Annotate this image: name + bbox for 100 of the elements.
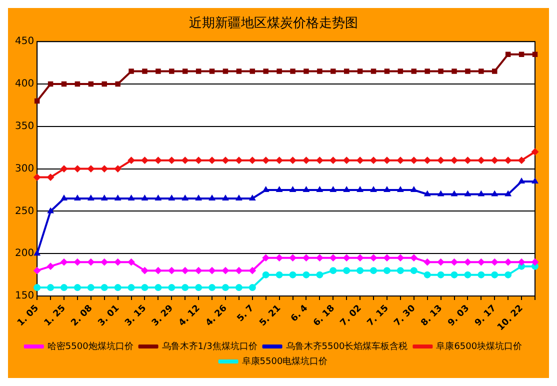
point — [34, 98, 40, 104]
x-tick-label: 5. 7 — [236, 304, 256, 324]
y-tick-label: 350 — [14, 121, 34, 132]
point — [235, 267, 242, 274]
point — [437, 271, 444, 278]
point — [100, 165, 108, 172]
x-tick-label: 3. 29 — [150, 304, 176, 329]
point — [222, 156, 229, 164]
point — [330, 156, 337, 164]
point — [492, 190, 498, 196]
point — [128, 68, 134, 74]
point — [128, 194, 134, 200]
point — [208, 194, 216, 200]
point — [263, 68, 268, 74]
point — [396, 267, 404, 274]
point — [169, 68, 174, 74]
point — [491, 271, 498, 278]
point — [438, 68, 444, 74]
point — [262, 254, 270, 262]
point — [518, 178, 525, 184]
point — [302, 271, 310, 278]
point — [236, 68, 242, 74]
point — [370, 186, 377, 192]
point — [208, 156, 216, 164]
point — [182, 284, 189, 292]
point — [316, 156, 324, 164]
point — [437, 156, 444, 164]
point — [396, 156, 404, 164]
point — [478, 156, 485, 164]
point — [330, 254, 337, 262]
point — [316, 186, 323, 192]
legend-label: 乌鲁木齐5500长焰煤车板含税 — [286, 340, 408, 352]
x-tick-label: 6. 4 — [289, 304, 310, 324]
point — [343, 254, 350, 262]
point — [504, 156, 512, 164]
point — [437, 258, 444, 266]
point — [398, 68, 404, 74]
x-tick-label: 2. 08 — [70, 304, 95, 329]
point — [195, 194, 202, 200]
point — [450, 271, 458, 278]
point — [34, 250, 40, 256]
x-tick-label: 3. 01 — [96, 304, 122, 329]
x-tick-label: 8. 13 — [420, 304, 445, 329]
point — [370, 156, 378, 164]
point — [344, 68, 350, 74]
point — [114, 284, 122, 292]
legend-label: 乌鲁木齐1/3焦煤坑口价 — [162, 340, 258, 352]
x-tick-label: 1. 05 — [16, 304, 41, 329]
point — [101, 194, 108, 200]
point — [370, 68, 376, 74]
point — [276, 254, 283, 262]
point — [464, 190, 471, 196]
point — [141, 267, 148, 274]
point — [74, 284, 81, 292]
point — [290, 186, 296, 192]
point — [356, 254, 364, 262]
point — [411, 68, 417, 74]
point — [222, 284, 229, 292]
point — [397, 186, 404, 192]
point — [356, 186, 364, 192]
point — [88, 194, 94, 200]
point — [60, 258, 68, 266]
point — [491, 258, 498, 266]
x-tick-label: 1. 25 — [42, 304, 68, 329]
point — [289, 254, 296, 262]
point — [262, 186, 269, 192]
point — [505, 52, 511, 57]
y-tick-label: 200 — [14, 248, 34, 260]
point — [156, 68, 161, 74]
point — [74, 258, 81, 266]
point — [115, 81, 120, 87]
point — [154, 284, 162, 292]
point — [87, 258, 94, 266]
point — [74, 194, 81, 200]
x-tick-label: 6. 18 — [312, 304, 337, 329]
point — [142, 194, 148, 200]
point — [222, 194, 229, 200]
point — [317, 68, 322, 74]
x-tick-label: 4. 26 — [204, 304, 230, 329]
x-tick-label: 9. 03 — [446, 304, 472, 329]
point — [47, 174, 54, 181]
point — [478, 271, 485, 278]
point — [276, 186, 282, 192]
point — [222, 68, 228, 74]
point — [34, 284, 41, 292]
point — [209, 68, 215, 74]
point — [276, 271, 283, 278]
point — [88, 81, 94, 87]
point — [222, 267, 229, 274]
point — [74, 81, 80, 87]
point — [304, 68, 309, 74]
point — [330, 186, 336, 192]
point — [168, 284, 176, 292]
x-tick-label: 7. 15 — [366, 304, 391, 329]
point — [438, 190, 444, 196]
point — [424, 190, 430, 196]
point — [384, 68, 390, 74]
point — [532, 258, 538, 266]
point — [370, 267, 378, 274]
point — [114, 258, 122, 266]
